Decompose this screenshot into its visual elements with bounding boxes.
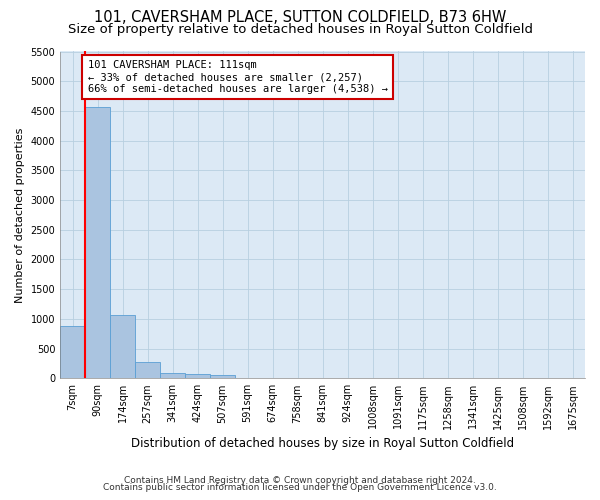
Bar — [210, 376, 235, 378]
Bar — [160, 373, 185, 378]
Text: Size of property relative to detached houses in Royal Sutton Coldfield: Size of property relative to detached ho… — [67, 22, 533, 36]
Bar — [60, 326, 85, 378]
Text: 101, CAVERSHAM PLACE, SUTTON COLDFIELD, B73 6HW: 101, CAVERSHAM PLACE, SUTTON COLDFIELD, … — [94, 10, 506, 25]
Text: Contains public sector information licensed under the Open Government Licence v3: Contains public sector information licen… — [103, 484, 497, 492]
X-axis label: Distribution of detached houses by size in Royal Sutton Coldfield: Distribution of detached houses by size … — [131, 437, 514, 450]
Bar — [110, 316, 135, 378]
Y-axis label: Number of detached properties: Number of detached properties — [15, 127, 25, 302]
Text: Contains HM Land Registry data © Crown copyright and database right 2024.: Contains HM Land Registry data © Crown c… — [124, 476, 476, 485]
Bar — [185, 374, 210, 378]
Text: 101 CAVERSHAM PLACE: 111sqm
← 33% of detached houses are smaller (2,257)
66% of : 101 CAVERSHAM PLACE: 111sqm ← 33% of det… — [88, 60, 388, 94]
Bar — [135, 362, 160, 378]
Bar — [85, 108, 110, 378]
